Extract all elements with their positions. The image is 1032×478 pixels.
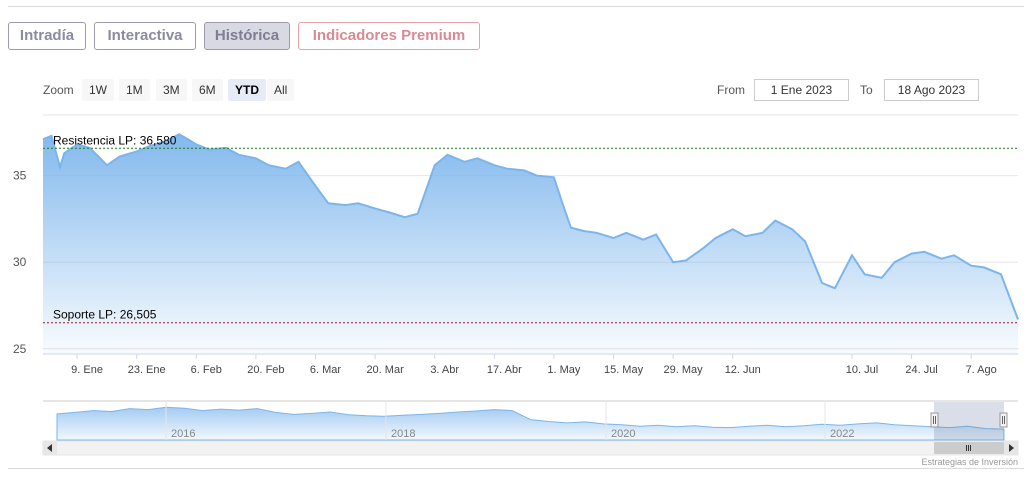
from-date-input[interactable] <box>754 79 849 101</box>
navigator-year-label: 2016 <box>171 428 195 440</box>
price-line <box>42 132 1019 320</box>
to-date-input[interactable] <box>884 79 979 101</box>
tab-indicadores-premium[interactable]: Indicadores Premium <box>298 22 480 50</box>
x-tick-label: 6. Mar <box>310 364 342 376</box>
x-tick-label: 20. Feb <box>247 364 284 376</box>
x-tick-label: 15. May <box>604 364 644 376</box>
navigator-selection[interactable] <box>934 402 1004 440</box>
scrollbar-right-button[interactable] <box>1004 441 1018 455</box>
x-tick-label: 6. Feb <box>191 364 222 376</box>
support-label: Soporte LP: 26,505 <box>53 308 157 322</box>
zoom-3m-button[interactable]: 3M <box>156 79 187 101</box>
to-label: To <box>860 83 873 97</box>
x-tick-label: 9. Ene <box>71 364 103 376</box>
tab-historica[interactable]: Histórica <box>204 22 290 50</box>
zoom-ytd-button[interactable]: YTD <box>228 79 266 101</box>
x-tick-label: 1. May <box>547 364 581 376</box>
scrollbar-thumb[interactable] <box>934 442 1004 454</box>
navigator-year-label: 2022 <box>830 428 854 440</box>
x-tick-label: 29. May <box>664 364 704 376</box>
resistance-label: Resistencia LP: 36,580 <box>53 133 177 147</box>
navigator-left-handle[interactable] <box>930 412 939 428</box>
navigator-area <box>56 406 1005 441</box>
from-label: From <box>717 83 745 97</box>
scrollbar-track[interactable] <box>42 440 1019 456</box>
arrow-left-icon <box>47 444 52 452</box>
tab-interactiva[interactable]: Interactiva <box>94 22 196 50</box>
price-area <box>43 134 1018 354</box>
bottom-divider <box>8 468 1024 469</box>
x-tick-label: 17. Abr <box>487 364 522 376</box>
y-tick-label: 25 <box>13 342 27 356</box>
navigator-grid <box>165 402 826 440</box>
scrollbar[interactable] <box>42 440 1019 456</box>
x-tick-label: 20. Mar <box>366 364 404 376</box>
top-divider <box>8 6 1024 7</box>
x-tick-label: 23. Ene <box>128 364 166 376</box>
x-tick-label: 24. Jul <box>905 364 937 376</box>
y-tick-labels: 25 30 35 <box>13 169 27 356</box>
zoom-1m-button[interactable]: 1M <box>119 79 150 101</box>
y-tick-label: 35 <box>13 169 27 183</box>
navigator-year-label: 2020 <box>611 428 635 440</box>
arrow-right-icon <box>1009 444 1014 452</box>
navigator: 2016 2018 2020 2022 <box>43 400 1018 441</box>
x-tick-label: 12. Jun <box>725 364 761 376</box>
zoom-label: Zoom <box>43 83 74 97</box>
zoom-1w-button[interactable]: 1W <box>82 79 114 101</box>
scrollbar-left-button[interactable] <box>43 441 57 455</box>
x-tick-label: 7. Ago <box>966 364 997 376</box>
zoom-6m-button[interactable]: 6M <box>192 79 223 101</box>
navigator-year-label: 2018 <box>391 428 415 440</box>
navigator-right-handle[interactable] <box>999 412 1008 428</box>
navigator-labels: 2016 2018 2020 2022 <box>171 428 854 440</box>
tab-intradia[interactable]: Intradía <box>8 22 86 50</box>
x-tick-labels: 9. Ene 23. Ene 6. Feb 20. Feb 6. Mar 20. Mar 3… <box>71 354 997 376</box>
zoom-all-button[interactable]: All <box>267 79 295 101</box>
y-gridlines <box>43 114 1018 350</box>
x-tick-label: 3. Abr <box>430 364 459 376</box>
y-tick-label: 30 <box>13 255 27 269</box>
x-tick-label: 10. Jul <box>846 364 878 376</box>
credits-text: Estrategias de Inversión <box>921 457 1018 467</box>
